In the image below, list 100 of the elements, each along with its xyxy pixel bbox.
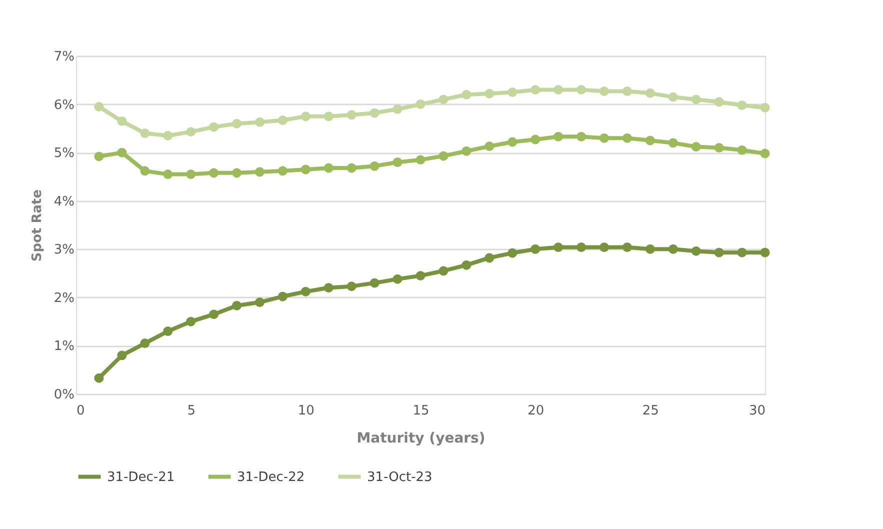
point (438, 94, 448, 104)
point (370, 278, 380, 288)
point (117, 148, 127, 158)
point (324, 283, 334, 293)
point (163, 170, 173, 180)
point (599, 242, 609, 252)
point (94, 102, 104, 112)
x-tick-label: 15 (412, 404, 430, 418)
point (668, 92, 678, 102)
point (232, 300, 242, 310)
point (232, 118, 242, 128)
legend-label: 31-Dec-21 (107, 470, 175, 485)
point (737, 145, 747, 155)
point (346, 110, 356, 120)
point (94, 373, 104, 383)
x-tick-label: 20 (528, 404, 544, 418)
point (645, 88, 655, 98)
point (416, 155, 426, 165)
point (392, 274, 402, 284)
point (346, 282, 356, 292)
point (140, 166, 150, 176)
point (346, 163, 356, 173)
point (508, 87, 518, 97)
legend-label: 31-Oct-23 (367, 470, 432, 485)
point (462, 90, 472, 100)
point (392, 157, 402, 167)
point (254, 117, 264, 127)
point (530, 134, 540, 144)
point (691, 246, 701, 256)
x-tick-label: 5 (187, 404, 196, 418)
point (163, 326, 173, 336)
point (530, 85, 540, 95)
point (508, 137, 518, 147)
point (209, 122, 219, 132)
point (186, 170, 196, 180)
y-axis-title: Spot Rate (30, 189, 45, 262)
point (186, 316, 196, 326)
point (438, 151, 448, 161)
point (462, 146, 472, 156)
point (300, 112, 310, 122)
point (484, 253, 494, 263)
y-tick-label: 7% (54, 50, 74, 64)
point (554, 85, 564, 95)
point (530, 244, 540, 254)
point (438, 266, 448, 276)
point (186, 127, 196, 137)
point (554, 132, 564, 142)
point (622, 133, 632, 143)
point (94, 152, 104, 162)
point (714, 248, 724, 258)
y-tick-label: 3% (54, 242, 74, 258)
point (232, 168, 242, 178)
point (645, 244, 655, 254)
x-tick-label: 25 (642, 404, 659, 418)
point (554, 242, 564, 252)
point (599, 86, 609, 96)
point (737, 248, 747, 258)
point (300, 164, 310, 174)
point (163, 130, 173, 140)
point (324, 112, 334, 122)
point (140, 338, 150, 348)
x-tick-label: 0 (76, 404, 85, 418)
point (645, 136, 655, 146)
point (140, 128, 150, 138)
x-axis-title: Maturity (years) (356, 430, 486, 446)
point (484, 88, 494, 98)
point (622, 86, 632, 96)
point (324, 163, 334, 173)
point (392, 104, 402, 114)
point (576, 85, 586, 95)
point (484, 142, 494, 152)
x-tick-label: 10 (298, 404, 314, 418)
x-tick-label: 30 (748, 404, 766, 418)
point (278, 166, 288, 176)
y-tick-label: 5% (54, 146, 74, 162)
point (117, 350, 127, 360)
point (599, 133, 609, 143)
point (622, 242, 632, 252)
point (254, 298, 264, 307)
y-tick-label: 6% (54, 98, 74, 113)
point (737, 100, 747, 110)
point (760, 248, 770, 258)
point (714, 143, 724, 152)
point (209, 168, 219, 178)
point (370, 108, 380, 118)
y-tick-label: 0% (54, 388, 74, 402)
point (576, 242, 586, 252)
point (209, 310, 219, 320)
point (278, 292, 288, 302)
point (300, 286, 310, 296)
point (416, 270, 426, 280)
point (117, 116, 127, 126)
point (370, 161, 380, 171)
point (254, 167, 264, 177)
point (760, 102, 770, 112)
point (462, 260, 472, 270)
point (691, 142, 701, 152)
point (668, 138, 678, 148)
point (508, 248, 518, 258)
point (416, 100, 426, 110)
